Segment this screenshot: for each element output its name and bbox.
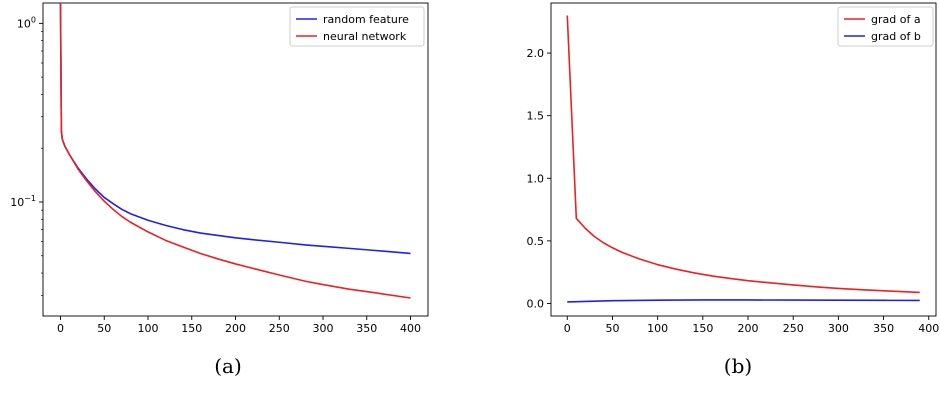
x-tick-label: 100	[138, 322, 159, 335]
x-tick-label: 150	[692, 322, 713, 335]
x-tick-label: 300	[828, 322, 849, 335]
y-tick-label: 0.0	[527, 297, 545, 310]
series-line-grad-of-b	[567, 299, 920, 303]
y-tick-label: 1.0	[527, 172, 545, 185]
x-tick-label: 250	[269, 322, 290, 335]
y-tick-label: 100	[17, 15, 36, 30]
legend: random feature neural network	[289, 6, 425, 47]
x-tick-label: 100	[647, 322, 668, 335]
series-line-grad-of-a	[566, 15, 920, 294]
x-tick-label: 0	[564, 322, 571, 335]
series-line-neural-network	[59, 3, 411, 299]
x-tick-label: 250	[783, 322, 804, 335]
plot-frame	[550, 2, 937, 317]
y-tick-label: 10−1	[10, 194, 36, 209]
legend-label: grad of b	[871, 30, 921, 43]
y-tick-label: 0.5	[527, 235, 545, 248]
x-tick-label: 400	[400, 322, 421, 335]
legend-label: neural network	[323, 30, 407, 43]
plot-frame	[42, 2, 429, 317]
y-tick-label: 1.5	[527, 110, 545, 123]
x-tick-label: 200	[738, 322, 759, 335]
x-tick-label: 300	[313, 322, 334, 335]
x-tick-label: 50	[605, 322, 619, 335]
panel-caption: (a)	[214, 354, 242, 378]
legend-box	[289, 6, 425, 47]
x-tick-label: 150	[181, 322, 202, 335]
x-tick-label: 350	[873, 322, 894, 335]
x-tick-label: 50	[97, 322, 111, 335]
x-tick-label: 400	[918, 322, 939, 335]
x-tick-label: 0	[57, 322, 64, 335]
legend-label: grad of a	[871, 13, 921, 26]
legend: grad of a grad of b	[837, 6, 934, 47]
y-tick-label: 2.0	[527, 47, 545, 60]
chart-panel-2: 0 50 100 150 200 250 300 350 400 0.0 0.5 1.0 1.5 2.0 g…	[527, 2, 939, 378]
legend-label: random feature	[323, 13, 409, 26]
x-tick-label: 200	[225, 322, 246, 335]
x-tick-label: 350	[356, 322, 377, 335]
panel-caption: (b)	[724, 354, 752, 378]
chart-panel-1: 0 50 100 150 200 250 300 350 400 100 10−1 random fe…	[10, 2, 429, 378]
